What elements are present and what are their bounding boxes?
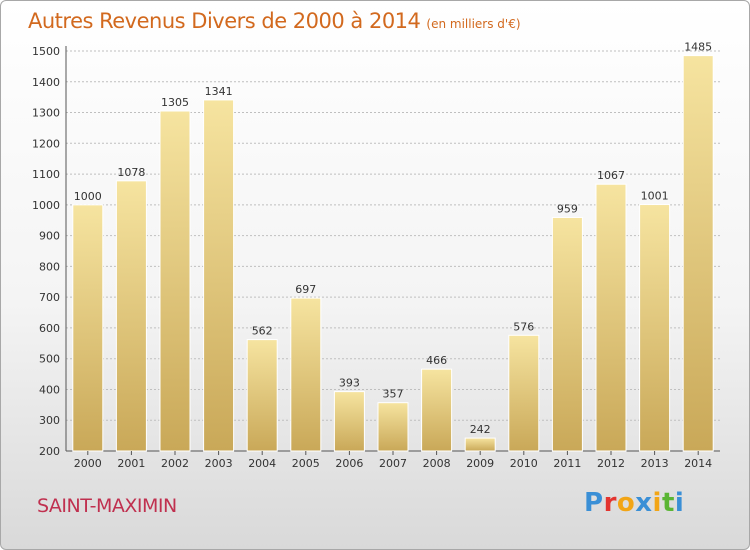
data-label: 562 xyxy=(252,325,273,338)
bar xyxy=(159,110,191,452)
x-tick-label: 2008 xyxy=(423,457,451,470)
y-tick-label: 800 xyxy=(39,260,60,273)
bar xyxy=(246,339,278,452)
x-tick-label: 2009 xyxy=(466,457,494,470)
chart-title: Autres Revenus Divers de 2000 à 2014 (en … xyxy=(28,9,521,33)
bar xyxy=(551,216,583,452)
y-tick-label: 600 xyxy=(39,322,60,335)
place-name: SAINT-MAXIMIN xyxy=(37,495,177,517)
x-tick-label: 2012 xyxy=(597,457,625,470)
bar xyxy=(421,368,453,452)
x-tick-label: 2010 xyxy=(510,457,538,470)
logo-letter: P xyxy=(584,488,604,518)
x-tick-label: 2014 xyxy=(684,457,712,470)
proxiti-logo: Proxiti xyxy=(584,488,684,518)
logo-letter: x xyxy=(635,488,653,518)
data-label: 697 xyxy=(295,283,316,296)
x-tick-label: 2011 xyxy=(553,457,581,470)
bar xyxy=(290,297,322,452)
x-tick-label: 2006 xyxy=(335,457,363,470)
bar xyxy=(508,334,540,452)
bar xyxy=(377,402,409,452)
data-label: 1341 xyxy=(205,85,233,98)
logo-letter: t xyxy=(661,488,675,518)
data-label: 1078 xyxy=(117,166,145,179)
chart-unit: (en milliers d'€) xyxy=(426,17,521,31)
x-tick-label: 2013 xyxy=(641,457,669,470)
x-tick-label: 2000 xyxy=(74,457,102,470)
data-label: 1067 xyxy=(597,169,625,182)
y-tick-label: 700 xyxy=(39,291,60,304)
bar xyxy=(333,391,365,452)
data-label: 1001 xyxy=(641,190,669,203)
bar xyxy=(72,204,104,452)
chart-title-text: Autres Revenus Divers de 2000 à 2014 xyxy=(28,9,421,33)
data-label: 1305 xyxy=(161,96,189,109)
bar xyxy=(682,55,714,452)
logo-letter: i xyxy=(674,488,685,518)
y-tick-label: 400 xyxy=(39,383,60,396)
bar xyxy=(464,437,496,452)
bar xyxy=(595,183,627,452)
y-tick-label: 1200 xyxy=(32,137,60,150)
data-label: 959 xyxy=(557,202,578,215)
data-label: 1000 xyxy=(74,190,102,203)
y-tick-label: 1400 xyxy=(32,76,60,89)
y-tick-label: 1300 xyxy=(32,107,60,120)
logo-letter: r xyxy=(603,488,617,518)
y-tick-label: 1100 xyxy=(32,168,60,181)
y-tick-label: 300 xyxy=(39,414,60,427)
x-tick-label: 2005 xyxy=(292,457,320,470)
data-label: 242 xyxy=(470,423,491,436)
y-tick-label: 1000 xyxy=(32,199,60,212)
y-tick-label: 200 xyxy=(39,445,60,458)
x-tick-label: 2007 xyxy=(379,457,407,470)
data-label: 393 xyxy=(339,377,360,390)
x-tick-label: 2002 xyxy=(161,457,189,470)
x-tick-label: 2004 xyxy=(248,457,276,470)
bar xyxy=(115,180,147,452)
logo-letter: o xyxy=(616,488,636,518)
data-label: 466 xyxy=(426,354,447,367)
data-label: 576 xyxy=(513,320,534,333)
y-tick-label: 500 xyxy=(39,353,60,366)
y-tick-label: 1500 xyxy=(32,45,60,58)
bar xyxy=(203,99,235,452)
x-tick-label: 2003 xyxy=(205,457,233,470)
data-label: 1485 xyxy=(684,41,712,54)
logo-letter: i xyxy=(652,488,662,518)
data-label: 357 xyxy=(383,388,404,401)
bar xyxy=(639,204,671,452)
y-tick-label: 900 xyxy=(39,230,60,243)
x-tick-label: 2001 xyxy=(117,457,145,470)
